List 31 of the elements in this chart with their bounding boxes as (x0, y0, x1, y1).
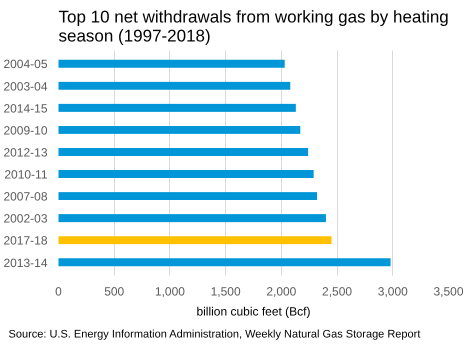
bar (58, 236, 332, 244)
x-tick-label: 3,500 (433, 284, 464, 298)
bar (58, 258, 391, 266)
x-tick-label: 2,500 (322, 284, 352, 298)
bar (58, 214, 326, 222)
bar (58, 192, 318, 200)
y-tick-label: 2010-11 (4, 168, 48, 182)
y-tick-label: 2009-10 (3, 123, 48, 138)
y-tick-label: 2007-08 (3, 190, 48, 204)
y-tick-label: 2003-04 (3, 79, 48, 94)
x-tick-label: 1,000 (154, 284, 186, 298)
x-tick-label: 1,500 (210, 284, 241, 298)
bar (58, 148, 308, 156)
y-tick-label: 2013-14 (3, 256, 48, 270)
source-note: Source: U.S. Energy Information Administration, Weekly Natural Gas Storage Report (8, 328, 420, 340)
y-tick-label: 2017-18 (3, 234, 48, 248)
y-tick-label: 2012-13 (3, 145, 48, 160)
x-tick-label: 0 (55, 284, 62, 298)
y-tick-label: 2002-03 (3, 212, 48, 226)
x-tick-label: 3,000 (378, 284, 408, 298)
bar (58, 60, 285, 68)
x-tick-label: 500 (104, 284, 125, 298)
bar (58, 170, 314, 178)
y-tick-label: 2004-05 (3, 57, 48, 72)
bar (58, 126, 300, 134)
bar (58, 82, 290, 90)
x-tick-label: 2,000 (266, 284, 297, 298)
y-tick-label: 2014-15 (3, 101, 48, 116)
x-axis-title: billion cubic feet (Bcf) (196, 304, 311, 318)
bar (58, 104, 296, 112)
chart-title: Top 10 net withdrawals from working gas by heating season (1997-2018) (58, 8, 449, 46)
